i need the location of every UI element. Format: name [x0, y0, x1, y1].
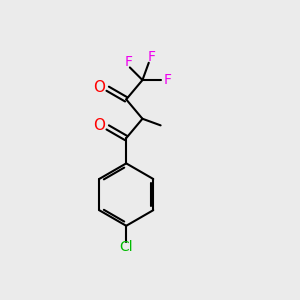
Text: F: F [164, 73, 171, 87]
Text: F: F [124, 55, 132, 69]
Text: Cl: Cl [119, 241, 133, 254]
Text: F: F [148, 50, 156, 64]
Text: O: O [93, 80, 105, 95]
Text: O: O [93, 118, 105, 134]
